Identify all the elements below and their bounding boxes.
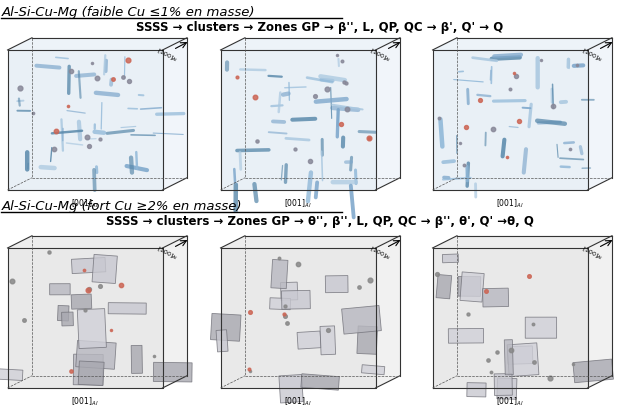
Polygon shape xyxy=(108,303,146,314)
Polygon shape xyxy=(436,274,452,299)
Polygon shape xyxy=(342,306,381,334)
Polygon shape xyxy=(163,236,187,388)
Polygon shape xyxy=(525,317,556,338)
Polygon shape xyxy=(433,38,612,50)
Polygon shape xyxy=(301,374,339,390)
Polygon shape xyxy=(326,276,348,293)
Polygon shape xyxy=(49,284,70,295)
Text: [100]$_{Al}$: [100]$_{Al}$ xyxy=(154,47,179,65)
Polygon shape xyxy=(73,354,103,385)
Polygon shape xyxy=(71,258,106,274)
Polygon shape xyxy=(320,326,336,355)
Polygon shape xyxy=(163,38,187,190)
Polygon shape xyxy=(153,362,192,382)
Text: [100]$_{Al}$: [100]$_{Al}$ xyxy=(154,245,179,263)
Polygon shape xyxy=(460,272,484,302)
Polygon shape xyxy=(58,306,69,321)
Text: [001]$_{Al}$: [001]$_{Al}$ xyxy=(71,197,99,209)
Polygon shape xyxy=(221,50,376,190)
Polygon shape xyxy=(76,340,116,369)
Polygon shape xyxy=(588,236,612,388)
Text: [001]$_{Al}$: [001]$_{Al}$ xyxy=(496,395,524,407)
Text: Al-Si-Cu-Mg (faible Cu ≤1% en masse): Al-Si-Cu-Mg (faible Cu ≤1% en masse) xyxy=(2,6,256,19)
Text: SSSS → clusters → Zones GP → θ'', β'', L, QP, QC → β'', θ', Q' →θ, Q: SSSS → clusters → Zones GP → θ'', β'', L… xyxy=(106,215,534,228)
Polygon shape xyxy=(271,259,288,289)
Polygon shape xyxy=(279,375,303,403)
Polygon shape xyxy=(494,373,512,396)
Text: [100]$_{Al}$: [100]$_{Al}$ xyxy=(579,47,604,65)
Polygon shape xyxy=(221,38,400,50)
Polygon shape xyxy=(210,313,241,341)
Polygon shape xyxy=(221,236,400,248)
Polygon shape xyxy=(467,382,486,397)
Polygon shape xyxy=(0,369,23,380)
Polygon shape xyxy=(573,359,613,383)
Text: [001]$_{Al}$: [001]$_{Al}$ xyxy=(496,197,524,209)
Polygon shape xyxy=(78,361,104,386)
Polygon shape xyxy=(433,50,588,190)
Text: [001]$_{Al}$: [001]$_{Al}$ xyxy=(284,395,312,407)
Text: [001]$_{Al}$: [001]$_{Al}$ xyxy=(71,395,99,407)
Polygon shape xyxy=(270,298,290,310)
Text: [001]$_{Al}$: [001]$_{Al}$ xyxy=(284,197,312,209)
Polygon shape xyxy=(497,378,517,399)
Polygon shape xyxy=(433,248,588,388)
Text: Al-Si-Cu-Mg (fort Cu ≥2% en masse): Al-Si-Cu-Mg (fort Cu ≥2% en masse) xyxy=(2,200,242,213)
Polygon shape xyxy=(508,346,533,364)
Polygon shape xyxy=(62,312,74,326)
Polygon shape xyxy=(483,288,509,307)
Polygon shape xyxy=(281,282,298,300)
Text: [100]$_{Al}$: [100]$_{Al}$ xyxy=(579,245,604,263)
Polygon shape xyxy=(507,343,539,377)
Polygon shape xyxy=(8,38,187,50)
Polygon shape xyxy=(297,331,321,349)
Polygon shape xyxy=(131,345,142,373)
Polygon shape xyxy=(376,38,400,190)
Polygon shape xyxy=(362,365,385,375)
Polygon shape xyxy=(442,254,458,263)
Polygon shape xyxy=(458,276,481,297)
Polygon shape xyxy=(357,326,378,354)
Polygon shape xyxy=(71,294,92,309)
Polygon shape xyxy=(78,308,106,348)
Polygon shape xyxy=(588,38,612,190)
Polygon shape xyxy=(281,290,310,309)
Text: SSSS → clusters → Zones GP → β'', L, QP, QC → β', Q' → Q: SSSS → clusters → Zones GP → β'', L, QP,… xyxy=(137,21,504,34)
Polygon shape xyxy=(221,248,376,388)
Polygon shape xyxy=(8,50,163,190)
Polygon shape xyxy=(504,339,513,375)
Polygon shape xyxy=(376,236,400,388)
Text: [100]$_{Al}$: [100]$_{Al}$ xyxy=(368,245,392,263)
Text: [100]$_{Al}$: [100]$_{Al}$ xyxy=(368,47,392,65)
Polygon shape xyxy=(8,248,163,388)
Polygon shape xyxy=(448,328,483,343)
Polygon shape xyxy=(92,254,117,283)
Polygon shape xyxy=(8,236,187,248)
Polygon shape xyxy=(433,236,612,248)
Polygon shape xyxy=(216,330,228,352)
